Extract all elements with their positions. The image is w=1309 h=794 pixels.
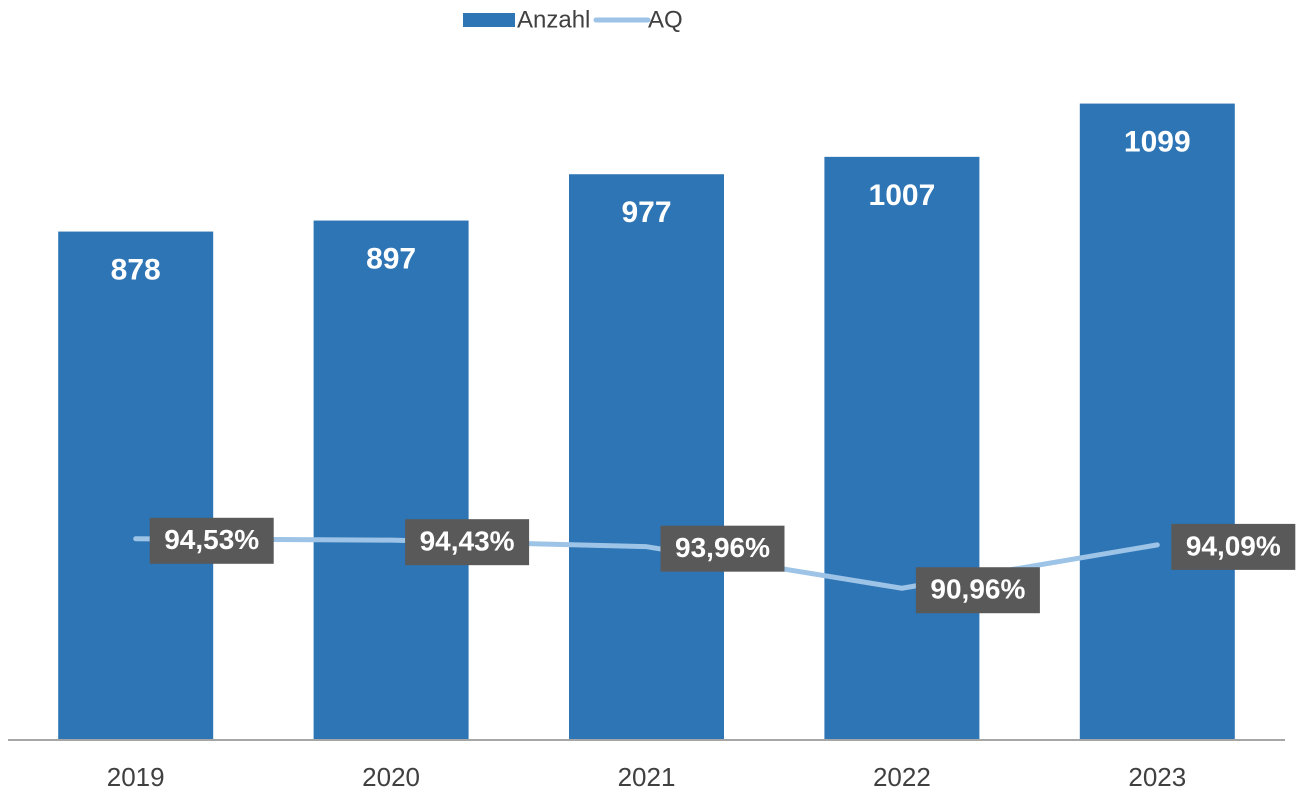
x-tick-label: 2021 [618, 762, 676, 792]
bar [58, 231, 214, 741]
data-label: 94,53% [164, 524, 259, 555]
x-tick-label: 2020 [362, 762, 420, 792]
bar [313, 220, 469, 741]
x-tick-label: 2019 [107, 762, 165, 792]
bar-value-label: 1099 [1124, 126, 1191, 159]
bar [1079, 103, 1235, 740]
data-label: 93,96% [675, 532, 770, 563]
bar-value-label: 977 [621, 196, 671, 229]
legend-swatch [463, 13, 515, 27]
data-label: 90,96% [930, 574, 1025, 605]
data-label-box [1171, 523, 1296, 570]
bar [569, 174, 724, 741]
bar-value-label: 878 [111, 253, 161, 286]
bar-value-label: 1007 [869, 179, 936, 212]
x-tick-label: 2022 [873, 762, 931, 792]
data-label: 94,43% [420, 526, 515, 557]
data-label-box [149, 517, 274, 564]
data-label-box [660, 525, 785, 572]
data-label-box [405, 519, 530, 566]
x-tick-label: 2023 [1128, 762, 1186, 792]
data-label: 94,09% [1186, 530, 1281, 561]
data-label-box [915, 567, 1040, 614]
bar [824, 156, 980, 740]
legend-label: AQ [648, 6, 683, 33]
bar-value-label: 897 [366, 242, 416, 275]
legend-label: Anzahl [517, 6, 590, 33]
